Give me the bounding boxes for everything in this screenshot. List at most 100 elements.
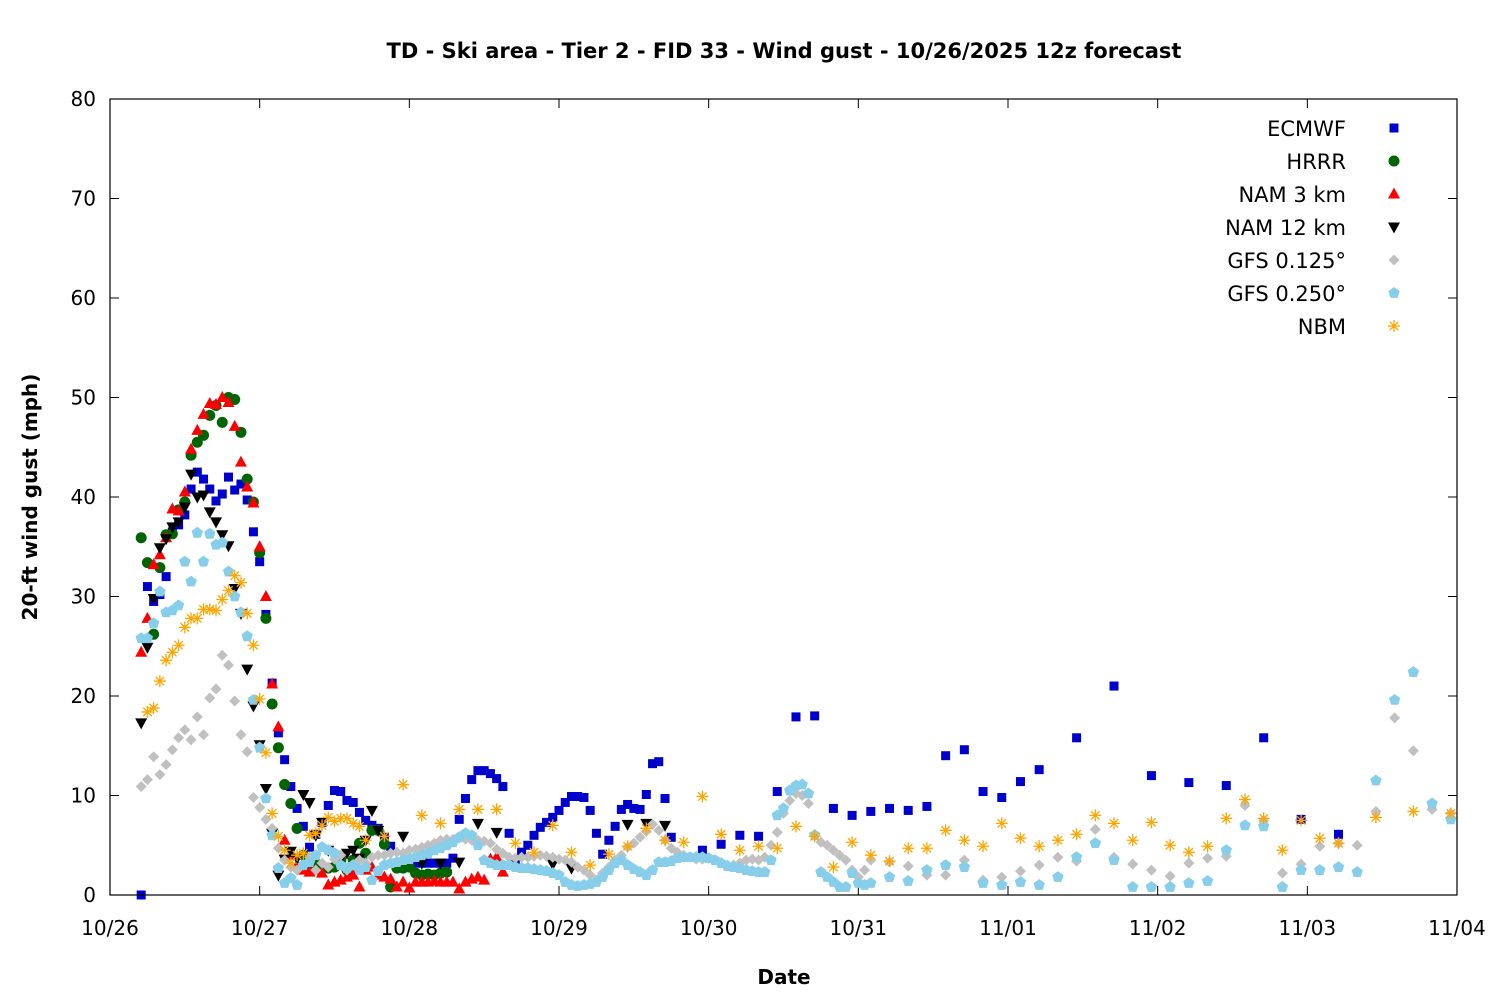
data-point (191, 612, 204, 625)
data-point (353, 820, 366, 833)
data-point (1145, 881, 1158, 892)
legend-label: NAM 3 km (1238, 183, 1346, 207)
data-point (996, 879, 1008, 890)
data-point (141, 774, 153, 786)
data-point (216, 391, 229, 402)
data-point (621, 840, 634, 853)
data-point (1351, 839, 1363, 851)
data-point (411, 858, 421, 868)
y-tick-label: 40 (71, 485, 96, 509)
data-point (827, 861, 840, 874)
data-point (765, 854, 777, 865)
data-point (902, 860, 914, 872)
data-point (648, 759, 658, 769)
data-point (255, 557, 265, 567)
data-point (1426, 797, 1438, 809)
legend-marker (1388, 254, 1400, 266)
data-point (1014, 865, 1026, 877)
data-point (1164, 870, 1176, 882)
data-point (584, 869, 596, 881)
data-point (378, 838, 390, 850)
data-point (1033, 879, 1045, 890)
data-point (883, 871, 896, 882)
data-point (959, 745, 969, 755)
data-point (591, 828, 601, 838)
data-point (330, 786, 339, 796)
data-point (328, 815, 341, 828)
data-point (585, 805, 595, 815)
data-point (180, 510, 190, 520)
data-point (366, 874, 378, 885)
data-point (423, 858, 433, 868)
data-point (210, 517, 223, 529)
data-point (696, 790, 709, 803)
data-point (735, 830, 745, 840)
data-point (560, 797, 570, 807)
data-point (659, 820, 672, 832)
data-point (840, 881, 852, 892)
data-point (1014, 832, 1027, 845)
data-point (259, 784, 272, 796)
data-point (1238, 793, 1251, 806)
data-point (996, 871, 1008, 883)
data-point (546, 859, 559, 871)
data-point (359, 834, 372, 847)
data-point (1313, 832, 1326, 845)
data-point (865, 877, 877, 888)
data-point (204, 692, 216, 704)
data-point (1351, 866, 1363, 877)
data-point (142, 582, 152, 592)
data-point (1407, 666, 1420, 677)
data-point (752, 840, 765, 853)
data-point (1164, 839, 1177, 852)
data-point (1127, 858, 1139, 870)
data-point (303, 829, 316, 842)
data-point (565, 856, 577, 868)
data-point (1407, 745, 1419, 757)
data-point (1051, 834, 1064, 847)
data-point (230, 485, 240, 495)
data-point (579, 792, 589, 802)
data-point (172, 504, 185, 516)
data-point (827, 844, 839, 856)
data-point (284, 846, 297, 858)
data-point (485, 769, 495, 779)
data-point (771, 842, 784, 855)
data-point (810, 711, 820, 721)
data-point (241, 480, 254, 492)
data-point (434, 858, 447, 870)
data-point (397, 778, 410, 791)
data-point (460, 793, 470, 803)
data-point (478, 873, 491, 885)
data-point (153, 543, 166, 555)
data-point (471, 870, 484, 882)
data-point (1332, 861, 1345, 872)
data-point (353, 880, 366, 892)
data-point (348, 797, 358, 807)
axis-ticks: 0 10 20 30 40 50 60 70 80 10/26 10/27 10/28 10/29 10/… (71, 87, 1486, 940)
data-point (291, 879, 303, 890)
data-point (340, 848, 353, 860)
x-tick-label: 10/29 (530, 916, 588, 940)
data-point (1164, 881, 1176, 892)
data-point (340, 812, 353, 825)
data-point (467, 775, 477, 785)
data-point (1070, 851, 1083, 862)
data-point (1108, 854, 1120, 865)
y-tick-label: 10 (71, 784, 96, 808)
data-point (229, 393, 241, 405)
data-point (1388, 694, 1401, 705)
data-point (1108, 817, 1121, 830)
data-point (236, 479, 246, 489)
data-point (1070, 828, 1083, 841)
data-point (1033, 859, 1045, 871)
data-point (584, 859, 597, 872)
data-point (864, 849, 877, 862)
data-point (191, 423, 204, 435)
data-point (1407, 805, 1420, 818)
series-nbm (141, 569, 1457, 874)
data-point (154, 585, 166, 597)
data-point (291, 849, 304, 862)
data-point (297, 847, 310, 860)
data-point (260, 792, 272, 804)
